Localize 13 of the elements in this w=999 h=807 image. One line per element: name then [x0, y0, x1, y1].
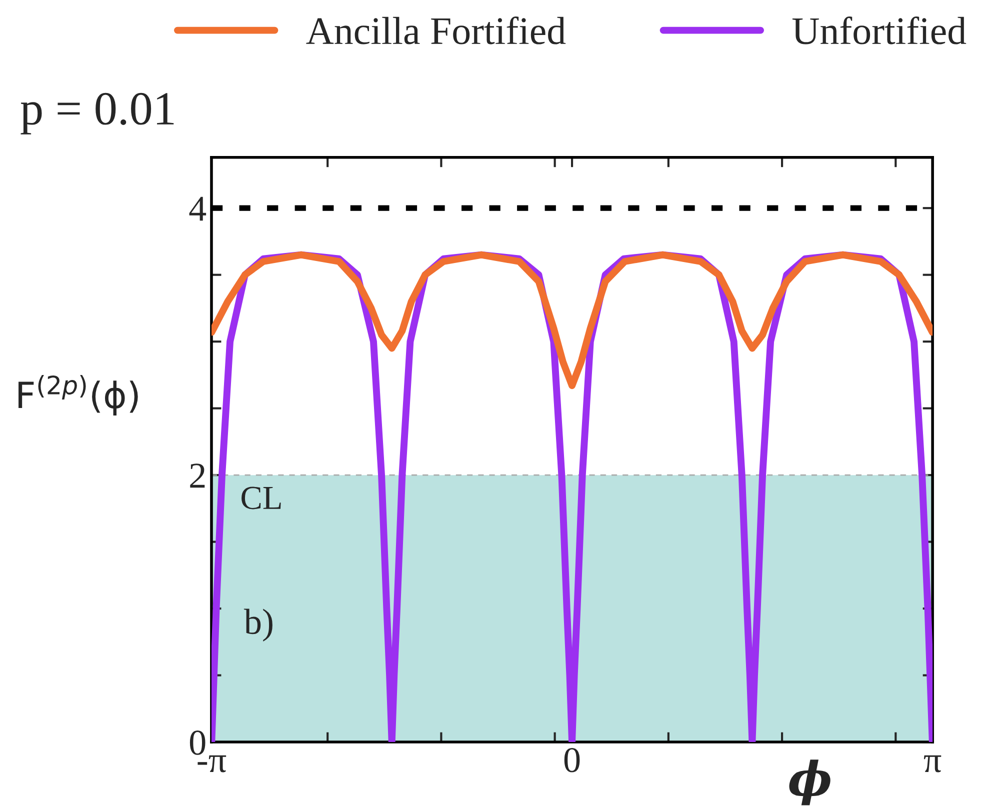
y-axis-title: F$^{(2p)}$(ϕ) [18, 375, 138, 416]
annotation: b) [244, 608, 272, 642]
x-tick-label: 0 [564, 748, 580, 772]
x-axis-title: ϕ [789, 760, 830, 806]
x-tick-label: π [924, 755, 942, 772]
y-tick-label: 0 [190, 730, 206, 755]
chart-title: p = 0.01 [20, 92, 174, 134]
y-tick-label: 2 [190, 464, 205, 488]
legend-label: Unfortified [792, 16, 966, 44]
ref-line-label: CL [242, 486, 281, 510]
x-tick-label: -π [198, 755, 226, 772]
y-tick-label: 4 [189, 196, 206, 221]
legend-label: Ancilla Fortified [306, 16, 566, 44]
